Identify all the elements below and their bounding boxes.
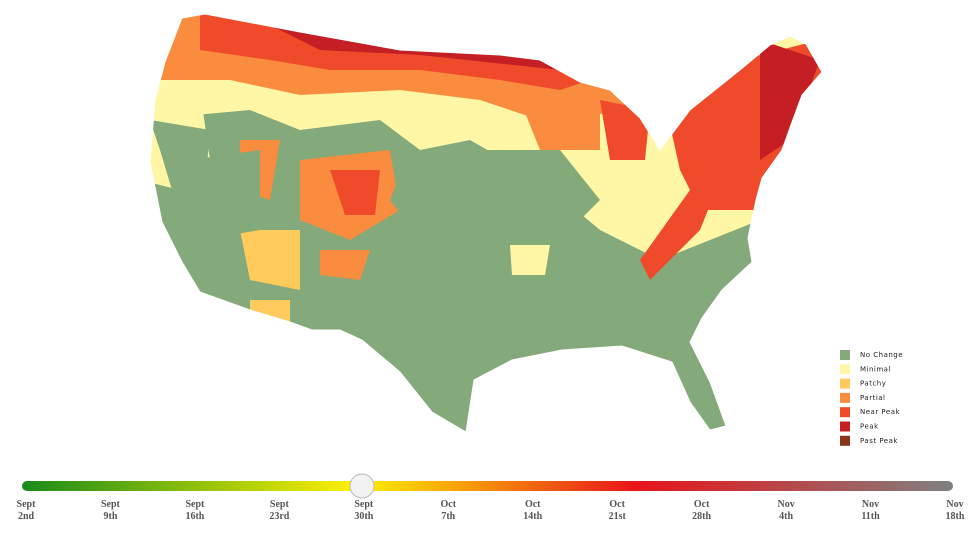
legend-label: Patchy (860, 380, 886, 388)
legend-swatch (840, 392, 850, 403)
legend-label: Past Peak (860, 437, 898, 445)
timeline-labels: Sept2ndSept9thSept16thSept23rdSept30thOc… (17, 499, 965, 522)
timeline-month: Nov (777, 499, 794, 510)
timeline-day: 18th (946, 511, 965, 522)
timeline-month: Oct (440, 499, 456, 510)
timeline-day: 30th (354, 511, 373, 522)
timeline-month: Oct (609, 499, 625, 510)
timeline-day: 28th (692, 511, 711, 522)
legend-swatch (840, 350, 850, 360)
legend-label: No Change (860, 351, 903, 359)
timeline-month: Nov (946, 499, 963, 510)
timeline-day: 9th (104, 511, 118, 522)
timeline-day: 23rd (269, 511, 289, 522)
timeline-day: 7th (441, 511, 455, 522)
legend-swatch (840, 421, 850, 432)
legend-swatch (840, 378, 850, 389)
legend: No Change Minimal Patchy Partial Near Peak Pe… (840, 350, 903, 446)
timeline-month: Sept (270, 499, 290, 510)
legend-swatch (840, 407, 850, 418)
timeline-month: Sept (185, 499, 205, 510)
timeline-month: Sept (354, 499, 374, 510)
timeline-thumb[interactable] (349, 473, 375, 499)
timeline-day: 16th (185, 511, 204, 522)
timeline-day: 14th (523, 511, 542, 522)
us-map (149, 13, 823, 433)
timeline: Sept2ndSept9thSept16thSept23rdSept30thOc… (17, 473, 965, 522)
legend-label: Near Peak (860, 408, 901, 416)
timeline-day: 2nd (18, 511, 35, 522)
timeline-day: 4th (779, 511, 793, 522)
legend-label: Minimal (860, 365, 891, 373)
timeline-month: Sept (101, 499, 121, 510)
timeline-month: Oct (694, 499, 710, 510)
timeline-day: 11th (861, 511, 880, 522)
timeline-month: Sept (17, 499, 37, 510)
legend-swatch (840, 435, 850, 446)
timeline-track (22, 481, 953, 491)
legend-label: Partial (860, 394, 886, 402)
legend-label: Peak (860, 423, 879, 431)
timeline-month: Nov (862, 499, 879, 510)
timeline-day: 21st (609, 511, 627, 522)
timeline-month: Oct (525, 499, 541, 510)
legend-swatch (840, 364, 850, 375)
